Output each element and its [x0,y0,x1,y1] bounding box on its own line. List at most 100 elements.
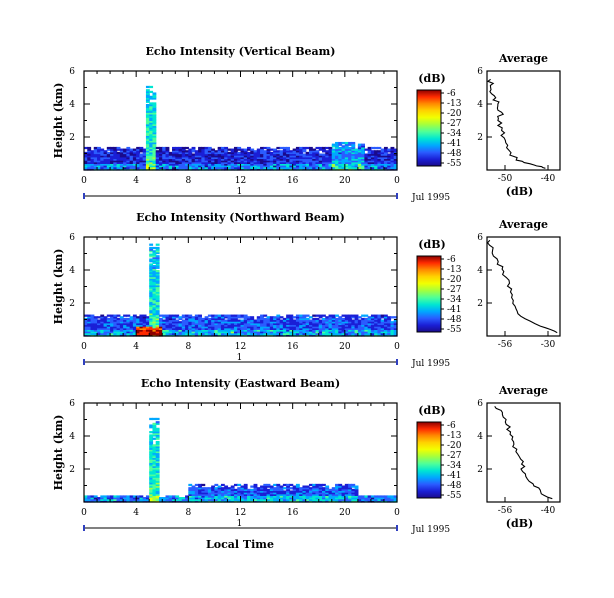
heatmap-cell [185,331,189,334]
heatmap-cell [243,319,248,322]
heatmap-cell [269,329,274,332]
heatmap-cell [207,493,212,496]
heatmap-cell [260,495,264,498]
heatmap-cell [191,485,196,488]
heatmap-cell [188,332,193,335]
heatmap-cell [93,329,98,332]
heatmap-cell [243,148,248,151]
heatmap-cell [188,498,193,501]
heatmap-cell [181,148,186,151]
heatmap-cell [145,100,150,103]
heatmap-cell [305,498,310,501]
heatmap-cell [152,148,157,151]
heatmap-cell [318,161,323,164]
heatmap-cell [383,498,388,501]
heatmap-cell [305,314,310,317]
heatmap-cell [93,166,98,169]
heatmap-cell [312,327,317,330]
heatmap-cell [233,324,238,327]
heatmap-cell [227,497,232,500]
heatmap-cell [149,304,154,307]
heatmap-cell [335,483,339,487]
heatmap-cell [97,163,101,166]
heatmap-cell [233,156,238,160]
heatmap-cell [181,332,186,335]
heatmap-cell [188,151,193,155]
heatmap-cell [292,324,297,327]
heatmap-cell [90,165,95,168]
heatmap-cell [152,429,157,432]
heatmap-cell [155,250,160,253]
heatmap-cell [207,331,212,334]
heatmap-cell [194,488,199,492]
colorbar-label: -48 [447,149,462,159]
heatmap-cell [302,490,307,493]
profile-x-tick-label: -40 [541,174,556,184]
heatmap-cell [93,165,98,168]
heatmap-cell [87,326,92,329]
heatmap-cell [361,148,365,151]
heatmap-cell [325,161,330,164]
x-tick-label: 0 [394,176,400,186]
heatmap-cell [214,153,219,156]
heatmap-cell [149,417,154,421]
heatmap-cell [155,261,160,264]
heatmap-cell [315,490,320,493]
heatmap-cell [370,319,375,322]
heatmap-cell [318,483,323,487]
heatmap-cell [315,153,320,156]
heatmap-cell [110,166,114,169]
heatmap-cell [84,326,88,329]
heatmap-cell [207,495,212,498]
heatmap-cell [361,165,365,168]
heatmap-cell [299,151,304,155]
heatmap-cell [282,146,287,150]
heatmap-cell [243,493,248,496]
heatmap-cell [302,498,307,501]
heatmap-cell [383,166,388,169]
heatmap-cell [227,317,232,321]
heatmap-cell [149,309,154,312]
heatmap-cell [132,324,137,327]
heatmap-cell [354,151,359,155]
heatmap-cell [318,314,323,317]
heatmap-cell [348,166,352,169]
heatmap-cell [168,160,173,163]
heatmap-cell [393,150,398,153]
heatmap-cell [175,327,180,330]
heatmap-cell [198,483,202,487]
heatmap-cell [380,322,385,326]
heatmap-cell [364,314,369,317]
heatmap-cell [305,165,310,168]
heatmap-cell [361,151,365,155]
heatmap-cell [253,327,258,330]
heatmap-cell [279,165,284,168]
heatmap-cell [299,316,304,319]
heatmap-cell [335,166,339,169]
heatmap-cell [149,163,154,166]
heatmap-cell [269,161,274,164]
heatmap-cell [312,488,317,492]
heatmap-cell [325,151,330,155]
heatmap-cell [227,156,232,160]
heatmap-cell [93,151,98,155]
heatmap-cell [194,326,199,329]
heatmap-cell [194,163,199,166]
heatmap-cell [338,148,343,151]
heatmap-cell [188,327,193,330]
heatmap-cell [322,156,326,160]
heatmap-cell [175,165,180,168]
heatmap-cell [289,490,294,493]
heatmap-cell [237,326,242,329]
heatmap-cell [243,483,248,487]
heatmap-cell [93,156,98,160]
heatmap-cell [308,150,313,153]
heatmap-cell [152,301,157,304]
heatmap-cell [227,490,232,493]
heatmap-cell [126,156,131,160]
heatmap-cell [344,151,349,155]
heatmap-cell [328,148,333,151]
heatmap-cell [194,498,199,501]
heatmap-cell [132,317,137,321]
heatmap-cell [106,151,111,155]
